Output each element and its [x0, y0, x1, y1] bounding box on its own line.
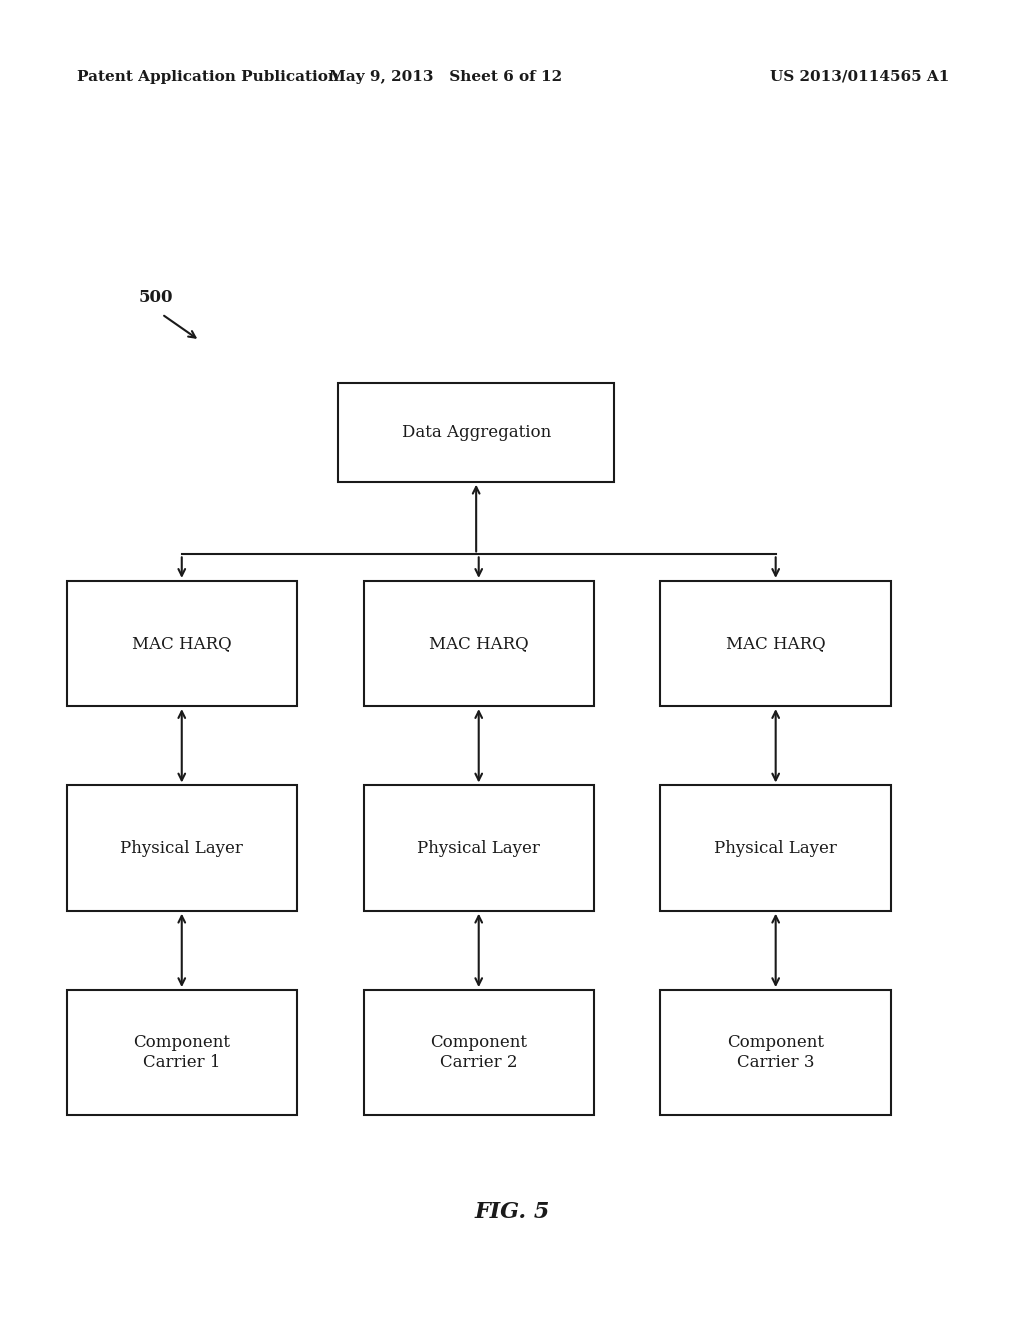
Text: MAC HARQ: MAC HARQ — [429, 635, 528, 652]
FancyBboxPatch shape — [364, 990, 594, 1115]
FancyBboxPatch shape — [364, 581, 594, 706]
Text: Physical Layer: Physical Layer — [121, 840, 243, 857]
FancyBboxPatch shape — [67, 785, 297, 911]
Text: 500: 500 — [138, 289, 173, 305]
Text: MAC HARQ: MAC HARQ — [726, 635, 825, 652]
Text: May 9, 2013   Sheet 6 of 12: May 9, 2013 Sheet 6 of 12 — [329, 70, 562, 83]
Text: US 2013/0114565 A1: US 2013/0114565 A1 — [770, 70, 950, 83]
FancyBboxPatch shape — [364, 785, 594, 911]
FancyBboxPatch shape — [67, 581, 297, 706]
Text: Component
Carrier 2: Component Carrier 2 — [430, 1035, 527, 1071]
Text: Component
Carrier 1: Component Carrier 1 — [133, 1035, 230, 1071]
FancyBboxPatch shape — [67, 990, 297, 1115]
Text: Data Aggregation: Data Aggregation — [401, 424, 551, 441]
Text: Component
Carrier 3: Component Carrier 3 — [727, 1035, 824, 1071]
Text: Patent Application Publication: Patent Application Publication — [77, 70, 339, 83]
Text: Physical Layer: Physical Layer — [715, 840, 837, 857]
FancyBboxPatch shape — [660, 990, 891, 1115]
Text: MAC HARQ: MAC HARQ — [132, 635, 231, 652]
FancyBboxPatch shape — [338, 383, 614, 482]
FancyBboxPatch shape — [660, 581, 891, 706]
Text: FIG. 5: FIG. 5 — [474, 1201, 550, 1222]
FancyBboxPatch shape — [660, 785, 891, 911]
Text: Physical Layer: Physical Layer — [418, 840, 540, 857]
